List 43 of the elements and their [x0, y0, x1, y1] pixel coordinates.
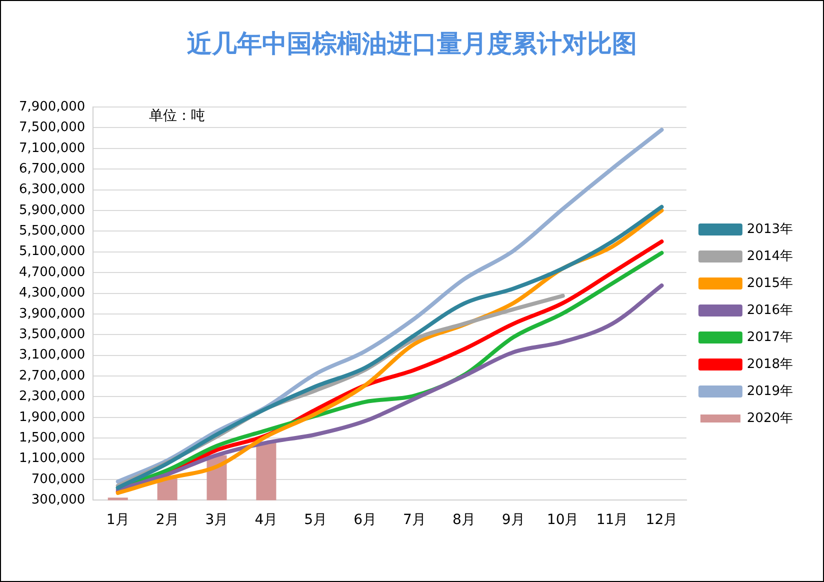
legend-label: 2015年 [746, 276, 794, 291]
y-tick-label: 5,900,000 [18, 202, 86, 218]
x-tick-label: 11月 [596, 512, 628, 528]
y-tick-label: 2,300,000 [18, 389, 86, 404]
legend-label: 2016年 [746, 302, 794, 318]
y-tick-label: 2,700,000 [18, 368, 86, 384]
chart-title: 近几年中国棕榈油进口量月度累计对比图 [186, 28, 638, 60]
x-tick-label: 2月 [156, 512, 179, 528]
x-tick-label: 10月 [546, 512, 579, 528]
y-tick-label: 1,900,000 [18, 410, 86, 425]
y-tick-label: 4,700,000 [18, 264, 86, 280]
y-tick-label: 3,900,000 [18, 306, 86, 322]
x-tick-label: 5月 [304, 512, 328, 528]
y-tick-label: 7,900,000 [18, 99, 86, 114]
x-tick-label: 3月 [205, 512, 228, 528]
y-tick-label: 7,500,000 [18, 120, 86, 136]
y-tick-label: 1,500,000 [18, 430, 86, 446]
x-tick-label: 4月 [254, 512, 278, 528]
y-tick-label: 5,100,000 [18, 244, 86, 260]
legend-label: 2014年 [746, 248, 794, 264]
annotation: 单位：吨 [149, 107, 205, 125]
x-tick-label: 8月 [452, 512, 476, 528]
y-tick-label: 4,300,000 [18, 286, 86, 301]
x-tick-label: 1月 [106, 512, 130, 528]
x-tick-label: 6月 [354, 512, 377, 528]
legend-label: 2019年 [746, 384, 794, 399]
y-tick-label: 7,100,000 [18, 140, 86, 156]
y-tick-label: 300,000 [31, 492, 86, 508]
x-tick-label: 9月 [502, 512, 525, 528]
y-tick-label: 3,500,000 [18, 327, 86, 342]
legend-label: 2018年 [746, 356, 794, 372]
y-tick-label: 6,300,000 [18, 182, 86, 198]
y-tick-label: 5,500,000 [18, 224, 86, 239]
legend-label: 2013年 [746, 222, 794, 237]
legend-label: 2017年 [746, 330, 794, 345]
y-tick-label: 1,100,000 [18, 451, 86, 466]
x-tick-label: 12月 [646, 512, 678, 528]
legend-label: 2020年 [746, 410, 794, 426]
x-tick-label: 7月 [403, 512, 426, 528]
y-tick-label: 6,700,000 [18, 161, 86, 176]
line-series [116, 128, 664, 484]
y-tick-label: 700,000 [31, 472, 86, 487]
y-tick-label: 3,100,000 [18, 348, 86, 363]
